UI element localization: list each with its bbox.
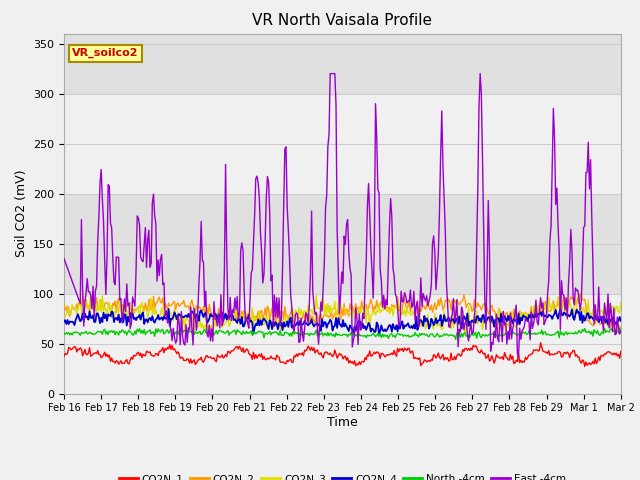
- Bar: [64, 193, 621, 294]
- X-axis label: Time: Time: [327, 416, 358, 429]
- Legend: CO2N_1, CO2N_2, CO2N_3, CO2N_4, North -4cm, East -4cm: CO2N_1, CO2N_2, CO2N_3, CO2N_4, North -4…: [115, 470, 570, 480]
- Text: VR_soilco2: VR_soilco2: [72, 48, 139, 58]
- Y-axis label: Soil CO2 (mV): Soil CO2 (mV): [15, 170, 28, 257]
- Bar: [64, 34, 621, 94]
- Title: VR North Vaisala Profile: VR North Vaisala Profile: [252, 13, 433, 28]
